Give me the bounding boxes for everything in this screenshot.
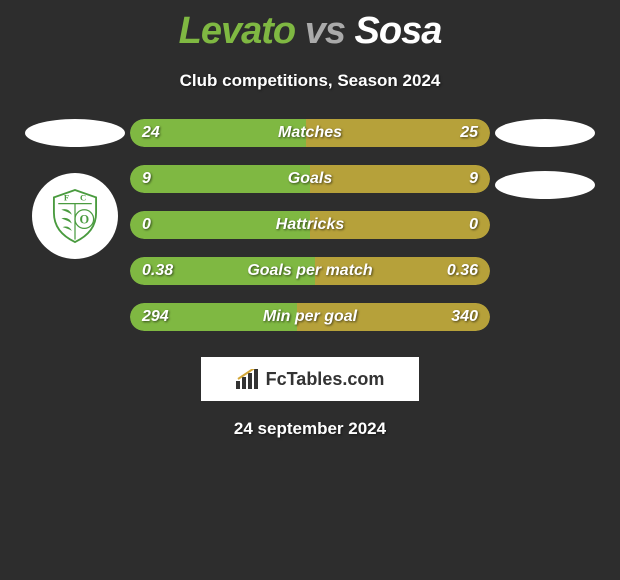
- date-text: 24 september 2024: [0, 419, 620, 439]
- subtitle: Club competitions, Season 2024: [0, 71, 620, 91]
- stat-label: Matches: [278, 124, 342, 142]
- stat-value-left: 294: [142, 308, 169, 326]
- stat-label: Min per goal: [263, 308, 357, 326]
- shield-icon: F C O: [44, 185, 106, 247]
- title-vs: vs: [305, 10, 345, 52]
- logo-text: FcTables.com: [266, 369, 385, 390]
- title-player2: Sosa: [355, 10, 442, 52]
- stat-value-left: 0.38: [142, 262, 173, 280]
- widget-container: Levato vs Sosa Club competitions, Season…: [0, 0, 620, 580]
- stat-bar-left: [130, 165, 310, 193]
- stat-label: Goals: [288, 170, 332, 188]
- stat-value-left: 0: [142, 216, 151, 234]
- stat-row: 24 Matches 25: [130, 119, 490, 147]
- stat-row: 0 Hattricks 0: [130, 211, 490, 239]
- title-player1: Levato: [179, 10, 295, 52]
- content-row: F C O 24 Matches 25 9 Goals 9 0 Hattricks 0 0.38 G…: [0, 119, 620, 331]
- svg-text:O: O: [79, 212, 89, 226]
- club-placeholder-right: [495, 171, 595, 199]
- stat-row: 9 Goals 9: [130, 165, 490, 193]
- stat-label: Hattricks: [276, 216, 344, 234]
- logo-content: FcTables.com: [236, 369, 385, 390]
- stat-row: 294 Min per goal 340: [130, 303, 490, 331]
- stat-row: 0.38 Goals per match 0.36: [130, 257, 490, 285]
- left-column: F C O: [20, 119, 130, 259]
- avatar-placeholder-left: [25, 119, 125, 147]
- stat-value-right: 25: [460, 124, 478, 142]
- avatar-placeholder-right: [495, 119, 595, 147]
- stats-column: 24 Matches 25 9 Goals 9 0 Hattricks 0 0.38 Goals p…: [130, 119, 490, 331]
- barchart-icon: [236, 369, 260, 389]
- stat-value-right: 0: [469, 216, 478, 234]
- stat-value-right: 9: [469, 170, 478, 188]
- club-badge-left: F C O: [32, 173, 118, 259]
- stat-value-right: 340: [451, 308, 478, 326]
- stat-label: Goals per match: [247, 262, 372, 280]
- stat-value-left: 9: [142, 170, 151, 188]
- svg-text:F: F: [64, 193, 69, 203]
- right-column: [490, 119, 600, 199]
- stat-value-right: 0.36: [447, 262, 478, 280]
- logo-box[interactable]: FcTables.com: [201, 357, 419, 401]
- title-row: Levato vs Sosa: [0, 0, 620, 53]
- svg-text:C: C: [80, 193, 86, 203]
- stat-bar-right: [310, 165, 490, 193]
- stat-value-left: 24: [142, 124, 160, 142]
